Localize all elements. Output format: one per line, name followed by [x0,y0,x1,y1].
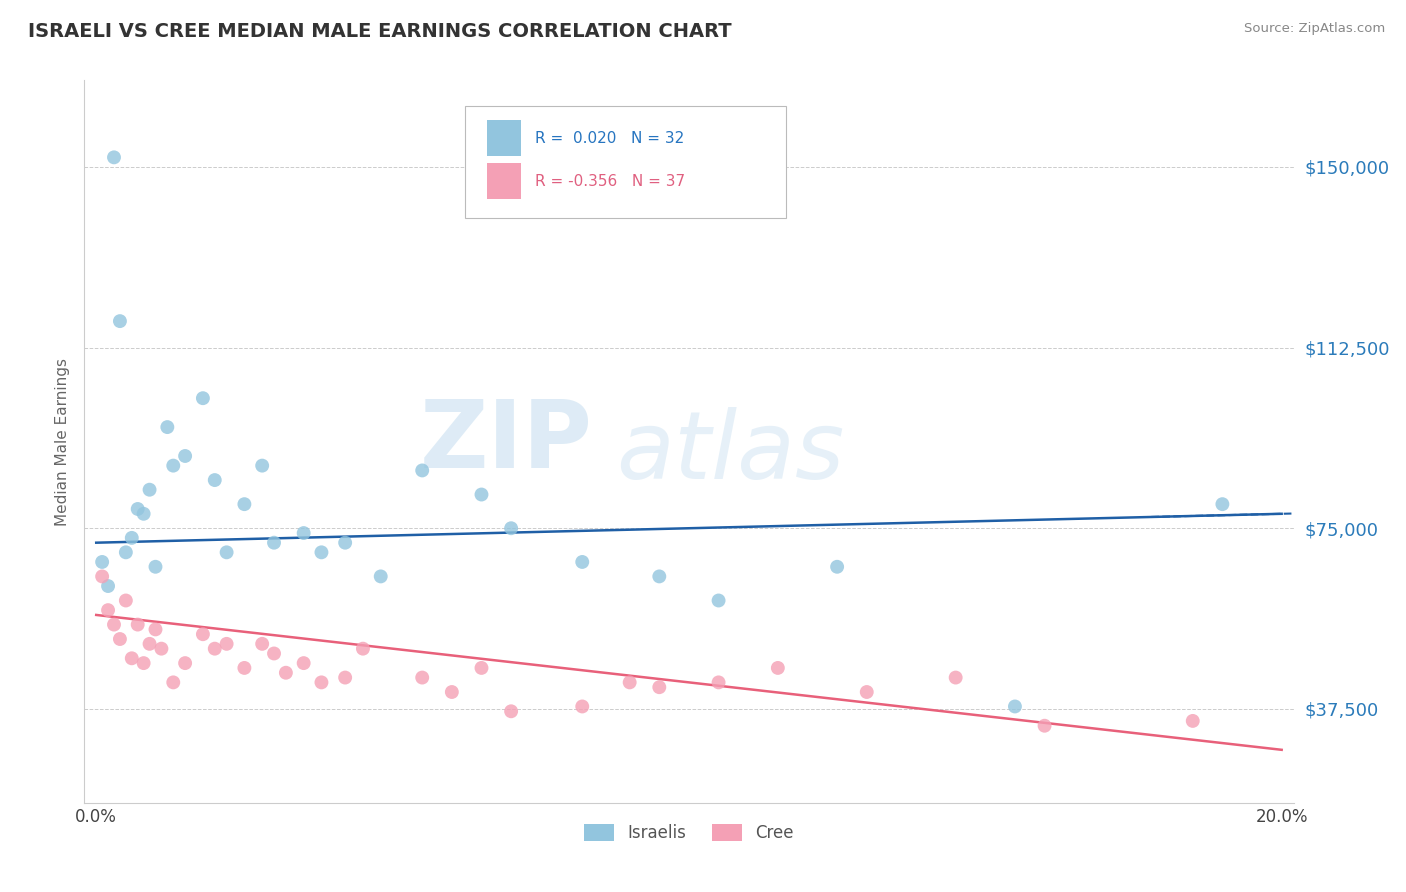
Point [292,656,315,670]
Point [352,641,374,656]
Text: Source: ZipAtlas.com: Source: ZipAtlas.com [1244,22,1385,36]
Point [707,593,730,607]
Point [91,555,114,569]
Point [470,661,492,675]
Text: R = -0.356   N = 37: R = -0.356 N = 37 [536,174,686,189]
Point [138,483,160,497]
Point [440,685,463,699]
Point [204,641,226,656]
Point [945,671,967,685]
Point [274,665,297,680]
Point [174,656,197,670]
Point [138,637,160,651]
Point [333,535,356,549]
Point [501,521,523,535]
Point [263,535,285,549]
Text: atlas: atlas [616,407,845,498]
Point [156,420,179,434]
Point [619,675,641,690]
Point [311,675,333,690]
Point [145,559,167,574]
Point [91,569,114,583]
Point [707,675,730,690]
Point [370,569,392,583]
Point [108,632,131,646]
Point [132,507,155,521]
Point [115,545,138,559]
Text: ZIP: ZIP [419,395,592,488]
Point [571,699,593,714]
Point [191,391,214,405]
Point [215,637,238,651]
Point [1033,719,1056,733]
Bar [486,163,520,200]
Text: R =  0.020   N = 32: R = 0.020 N = 32 [536,130,685,145]
Point [648,569,671,583]
Point [411,463,433,477]
Point [311,545,333,559]
FancyBboxPatch shape [465,105,786,218]
Legend: Israelis, Cree: Israelis, Cree [578,817,800,848]
Point [648,680,671,694]
Point [411,671,433,685]
Point [250,458,273,473]
Point [855,685,877,699]
Point [103,617,125,632]
Point [108,314,131,328]
Point [127,502,149,516]
Point [1211,497,1233,511]
Point [103,150,125,164]
Point [97,603,120,617]
Point [145,623,167,637]
Point [97,579,120,593]
Point [162,458,184,473]
Point [263,647,285,661]
Point [132,656,155,670]
Point [292,526,315,541]
Point [233,497,256,511]
Point [571,555,593,569]
Y-axis label: Median Male Earnings: Median Male Earnings [55,358,70,525]
Point [115,593,138,607]
Point [501,704,523,718]
Point [121,531,143,545]
Point [150,641,173,656]
Point [333,671,356,685]
Point [470,487,492,501]
Text: ISRAELI VS CREE MEDIAN MALE EARNINGS CORRELATION CHART: ISRAELI VS CREE MEDIAN MALE EARNINGS COR… [28,22,731,41]
Point [191,627,214,641]
Point [215,545,238,559]
Point [162,675,184,690]
Point [233,661,256,675]
Point [121,651,143,665]
Bar [486,120,520,156]
Point [250,637,273,651]
Point [766,661,789,675]
Point [174,449,197,463]
Point [825,559,848,574]
Point [204,473,226,487]
Point [127,617,149,632]
Point [1004,699,1026,714]
Point [1181,714,1204,728]
